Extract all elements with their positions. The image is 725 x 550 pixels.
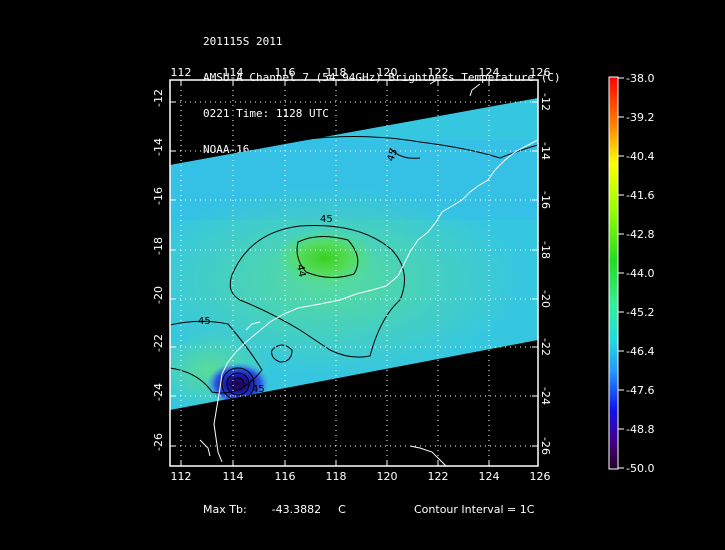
lat-label-right: -22 bbox=[539, 338, 552, 356]
max-tb: Max Tb: -43.3882 C bbox=[203, 503, 346, 516]
colorbar-label: -42.8 bbox=[626, 228, 654, 241]
colorbar-label: -40.4 bbox=[626, 150, 654, 163]
colorbar-label: -41.6 bbox=[626, 189, 654, 202]
lat-label-left: -14 bbox=[152, 138, 165, 156]
storm-id: 201115S 2011 bbox=[203, 35, 283, 48]
colorbar-label: -47.6 bbox=[626, 384, 654, 397]
lon-label-top: 114 bbox=[223, 66, 244, 79]
lat-label-left: -18 bbox=[152, 237, 165, 255]
lon-label-bottom: 126 bbox=[530, 470, 551, 483]
lat-label-left: -20 bbox=[152, 286, 165, 304]
contour-label: 45 bbox=[198, 316, 211, 327]
lat-label-right: -12 bbox=[539, 93, 552, 111]
lat-label-right: -26 bbox=[539, 437, 552, 455]
lat-label-right: -24 bbox=[539, 387, 552, 405]
axes: 112 112 114 114 116 116 118 118 120 120 122 122 124 1… bbox=[152, 66, 552, 483]
max-tb-value: -43.3882 bbox=[271, 503, 322, 516]
coastline bbox=[199, 80, 538, 466]
contour-interval: Contour Interval = 1C bbox=[414, 503, 535, 516]
colorbar-label: -38.0 bbox=[626, 72, 654, 85]
lon-label-bottom: 124 bbox=[479, 470, 500, 483]
colorbar-label: -45.2 bbox=[626, 306, 654, 319]
map-frame bbox=[169, 79, 539, 467]
lon-label-top: 124 bbox=[479, 66, 500, 79]
lat-label-right: -18 bbox=[539, 241, 552, 259]
lon-label-bottom: 118 bbox=[326, 470, 347, 483]
lat-label-right: -14 bbox=[539, 142, 552, 160]
lon-label-top: 118 bbox=[326, 66, 347, 79]
contour-label: 44 bbox=[294, 264, 307, 278]
contour-labels: 45 45 44 45 45 bbox=[198, 147, 400, 395]
lat-label-right: -16 bbox=[539, 191, 552, 209]
lat-label-left: -26 bbox=[152, 433, 165, 451]
lon-label-bottom: 120 bbox=[377, 470, 398, 483]
lon-label-top: 112 bbox=[171, 66, 192, 79]
lat-label-right: -20 bbox=[539, 290, 552, 308]
colorbar-label: -44.0 bbox=[626, 267, 654, 280]
lon-label-top: 122 bbox=[428, 66, 449, 79]
colorbar-scale: -38.0 -39.2 -40.4 -41.6 -42.8 -44.0 -45.2 -46.4… bbox=[618, 72, 654, 475]
contour-label: 45 bbox=[385, 147, 400, 163]
lon-label-bottom: 114 bbox=[223, 470, 244, 483]
max-tb-unit: C bbox=[338, 503, 346, 516]
lon-label-top: 120 bbox=[377, 66, 398, 79]
lon-label-bottom: 122 bbox=[428, 470, 449, 483]
lat-label-left: -12 bbox=[152, 89, 165, 107]
colorbar-label: -50.0 bbox=[626, 462, 654, 475]
colorbar-label: -48.8 bbox=[626, 423, 654, 436]
lat-label-left: -22 bbox=[152, 334, 165, 352]
colorbar bbox=[608, 76, 619, 470]
colorbar-label: -39.2 bbox=[626, 111, 654, 124]
lat-label-left: -16 bbox=[152, 187, 165, 205]
lon-label-bottom: 116 bbox=[275, 470, 296, 483]
lon-label-top: 116 bbox=[275, 66, 296, 79]
max-tb-label: Max Tb: bbox=[203, 503, 247, 516]
lat-label-left: -24 bbox=[152, 383, 165, 401]
obs-time: 0221 Time: 1128 UTC bbox=[203, 107, 329, 120]
swath-image bbox=[170, 98, 538, 410]
colorbar-label: -46.4 bbox=[626, 345, 654, 358]
contour-label: 45 bbox=[252, 384, 265, 395]
contour-label: 45 bbox=[320, 214, 333, 225]
lon-label-bottom: 112 bbox=[171, 470, 192, 483]
satellite-name: NOAA-16 bbox=[203, 143, 250, 156]
lon-label-top: 126 bbox=[530, 66, 551, 79]
